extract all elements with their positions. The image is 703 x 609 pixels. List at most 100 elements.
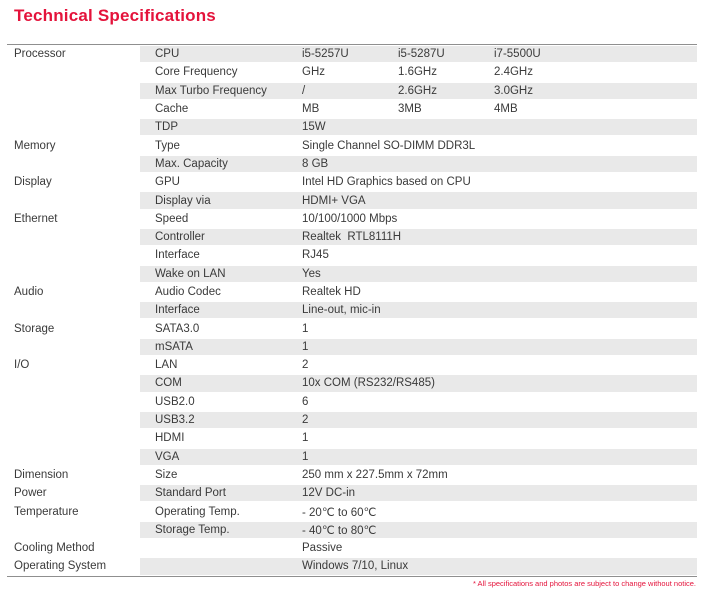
page-title: Technical Specifications: [14, 6, 216, 25]
spec-label-cell: Core Frequency: [155, 66, 238, 79]
spec-label-cell: Max. Capacity: [155, 157, 228, 170]
spec-band: GPU Intel HD Graphics based on CPU: [140, 173, 697, 192]
spec-value-cell: Intel HD Graphics based on CPU: [302, 176, 471, 189]
category-cell: [7, 81, 140, 100]
spec-band: Speed 10/100/1000 Mbps: [140, 209, 697, 228]
spec-label-cell: GPU: [155, 176, 180, 189]
category-cell: Dimension: [7, 465, 140, 485]
spec-label-cell: Max Turbo Frequency: [155, 84, 267, 97]
category-cell: [7, 429, 140, 448]
spec-label-cell: Audio Codec: [155, 286, 221, 298]
table-row: Cooling Method Passive: [7, 539, 697, 558]
spec-value-cell: 10x COM (RS232/RS485): [302, 377, 435, 390]
spec-value-cell: i7-5500U: [494, 48, 541, 61]
table-row: USB2.0 6: [7, 392, 697, 411]
spec-label-cell: TDP: [155, 121, 178, 134]
spec-band: Interface RJ45: [140, 246, 697, 265]
spec-value-cell: RJ45: [302, 249, 329, 262]
table-row: TDP 15W: [7, 118, 697, 137]
spec-value-cell: Single Channel SO-DIMM DDR3L: [302, 139, 476, 152]
spec-value-cell: 1: [302, 340, 309, 353]
category-cell: Temperature: [7, 502, 140, 521]
table-row: mSATA 1: [7, 337, 697, 357]
spec-value-cell: Windows 7/10, Linux: [302, 560, 409, 573]
spec-label-cell: Wake on LAN: [155, 267, 226, 280]
spec-value-cell: HDMI+ VGA: [302, 194, 366, 207]
category-cell: [7, 154, 140, 174]
spec-label-cell: Size: [155, 468, 178, 481]
spec-value-cell: i5-5257U: [302, 48, 349, 61]
category-cell: Operating System: [7, 557, 140, 576]
table-row: Memory Type Single Channel SO-DIMM DDR3L: [7, 136, 697, 155]
table-row: Core Frequency GHz 1.6GHz 2.4GHz: [7, 63, 697, 82]
spec-band: TDP 15W: [140, 118, 697, 137]
spec-value-cell: 15W: [302, 121, 326, 134]
spec-label-cell: [140, 539, 302, 557]
spec-band: LAN 2: [140, 356, 697, 375]
table-row: Ethernet Speed 10/100/1000 Mbps: [7, 209, 697, 228]
spec-value-cell: 12V DC-in: [302, 487, 356, 500]
category-cell: Ethernet: [7, 209, 140, 228]
category-cell: Power: [7, 484, 140, 503]
spec-band: VGA 1: [140, 447, 697, 466]
spec-band: Audio Codec Realtek HD: [140, 282, 697, 302]
table-row: Processor CPU i5-5257U i5-5287U i7-5500U: [7, 45, 697, 64]
category-cell: Processor: [7, 45, 140, 64]
spec-band: SATA3.0 1: [140, 319, 697, 338]
table-row: Temperature Operating Temp. - 20℃ to 60℃: [7, 502, 697, 521]
category-cell: [7, 447, 140, 466]
spec-band: Display via HDMI+ VGA: [140, 191, 697, 210]
spec-value-cell: 10/100/1000 Mbps: [302, 212, 398, 225]
spec-band: Cache MB 3MB 4MB: [140, 99, 697, 119]
table-row: Storage SATA3.0 1: [7, 319, 697, 338]
spec-band: Standard Port 12V DC-in: [140, 484, 697, 503]
spec-value-cell: 1.6GHz: [398, 66, 437, 79]
spec-value-cell: i5-5287U: [398, 48, 445, 61]
spec-label-cell: Interface: [155, 304, 200, 317]
table-row: Display via HDMI+ VGA: [7, 191, 697, 210]
spec-label-cell: Type: [155, 139, 180, 152]
spec-band: Type Single Channel SO-DIMM DDR3L: [140, 136, 697, 155]
spec-label-cell: USB2.0: [155, 395, 195, 408]
category-cell: Audio: [7, 282, 140, 302]
spec-band: mSATA 1: [140, 337, 697, 357]
spec-band: Storage Temp. - 40℃ to 80℃: [140, 520, 697, 540]
category-cell: [7, 99, 140, 119]
table-row: Storage Temp. - 40℃ to 80℃: [7, 520, 697, 540]
spec-label-cell: Controller: [155, 231, 205, 244]
spec-band: Max. Capacity 8 GB: [140, 154, 697, 174]
category-cell: Display: [7, 173, 140, 192]
spec-value-cell: 3.0GHz: [494, 84, 533, 97]
spec-value-cell: 2.6GHz: [398, 84, 437, 97]
spec-table: Processor CPU i5-5257U i5-5287U i7-5500U Core…: [7, 44, 697, 577]
spec-band: Controller Realtek RTL8111H: [140, 227, 697, 247]
category-cell: [7, 337, 140, 357]
spec-label-cell: HDMI: [155, 432, 185, 445]
table-row: Max Turbo Frequency / 2.6GHz 3.0GHz: [7, 81, 697, 100]
spec-value-cell: Realtek RTL8111H: [302, 231, 402, 244]
spec-label-cell: Cache: [155, 103, 189, 116]
spec-value-cell: 1: [302, 322, 309, 335]
spec-value-cell: 3MB: [398, 103, 422, 116]
footnote: * All specifications and photos are subj…: [472, 579, 696, 588]
category-cell: [7, 520, 140, 540]
spec-band: Max Turbo Frequency / 2.6GHz 3.0GHz: [140, 81, 697, 100]
spec-label-cell: Display via: [155, 194, 211, 207]
spec-value-cell: Yes: [302, 267, 321, 280]
spec-band: HDMI 1: [140, 429, 697, 448]
table-row: Max. Capacity 8 GB: [7, 154, 697, 174]
table-row: COM 10x COM (RS232/RS485): [7, 374, 697, 393]
spec-band: USB2.0 6: [140, 392, 697, 411]
table-row: Controller Realtek RTL8111H: [7, 227, 697, 247]
spec-value-cell: Passive: [302, 542, 343, 555]
spec-value-cell: 2: [302, 414, 309, 427]
spec-band: Passive: [140, 539, 697, 558]
category-cell: [7, 118, 140, 137]
spec-label-cell: LAN: [155, 359, 178, 372]
spec-value-cell: 1: [302, 432, 309, 445]
category-cell: [7, 63, 140, 82]
table-row: Interface Line-out, mic-in: [7, 301, 697, 320]
table-row: Audio Audio Codec Realtek HD: [7, 282, 697, 302]
spec-value-cell: - 40℃ to 80℃: [302, 524, 377, 537]
spec-value-cell: 2.4GHz: [494, 66, 533, 79]
